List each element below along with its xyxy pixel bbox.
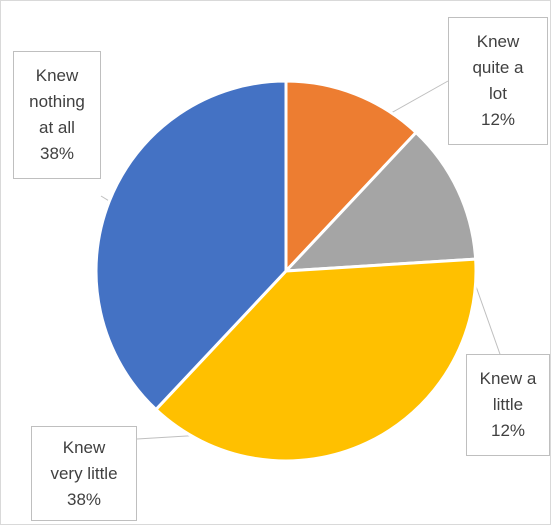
pie-slice-knew-a-little	[284, 131, 478, 273]
label-value: 12%	[480, 110, 516, 129]
pie-slice-knew-quite-a-lot	[284, 79, 418, 273]
label-line: Knew	[476, 32, 520, 51]
pie-slices	[94, 79, 478, 463]
label-value: 12%	[490, 421, 526, 440]
label-line: lot	[489, 84, 507, 103]
label-line: nothing	[29, 92, 85, 111]
pie-slice-knew-nothing-at-all	[94, 79, 288, 411]
label-line: quite a	[472, 58, 524, 77]
label-line: little	[492, 395, 524, 414]
leader-line-knew-nothing-at-all	[100, 195, 110, 202]
data-label-knew-a-little: Knew a little 12%	[466, 354, 550, 456]
label-line: Knew	[35, 66, 79, 85]
label-line: at all	[39, 118, 75, 137]
data-label-knew-very-little: Knew very little 38%	[31, 426, 137, 521]
data-label-knew-quite-a-lot: Knew quite a lot 12%	[448, 17, 548, 145]
label-value: 38%	[39, 144, 75, 163]
data-label-knew-nothing-at-all: Knew nothing at all 38%	[13, 51, 101, 179]
pie-slice-knew-very-little	[154, 257, 478, 463]
label-line: Knew a	[479, 369, 537, 388]
label-value: 38%	[66, 489, 102, 509]
label-line: very little	[50, 463, 118, 483]
label-line: Knew	[62, 437, 106, 457]
